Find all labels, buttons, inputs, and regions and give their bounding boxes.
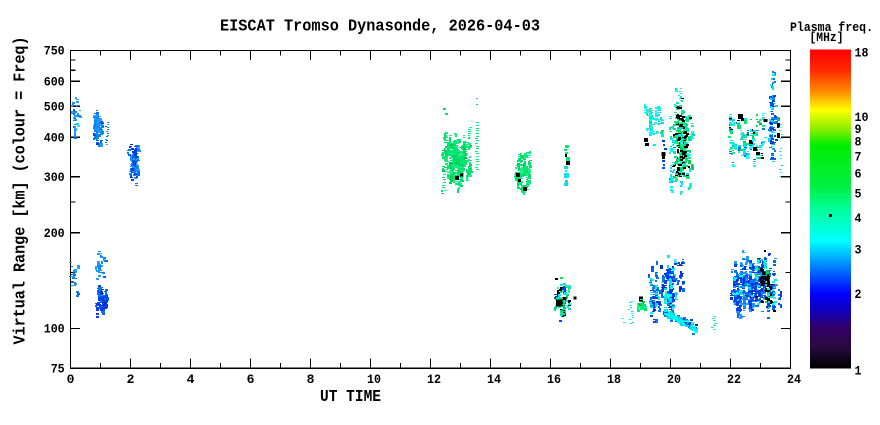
svg-text:4: 4 xyxy=(855,211,862,226)
svg-text:300: 300 xyxy=(44,170,65,185)
svg-text:[MHz]: [MHz] xyxy=(810,30,844,45)
svg-text:100: 100 xyxy=(44,322,65,337)
svg-text:10: 10 xyxy=(855,110,869,125)
svg-text:500: 500 xyxy=(44,100,65,115)
svg-text:18: 18 xyxy=(607,372,621,387)
svg-text:200: 200 xyxy=(44,226,65,241)
svg-text:UT TIME: UT TIME xyxy=(320,388,381,407)
svg-text:7: 7 xyxy=(855,149,862,164)
svg-text:20: 20 xyxy=(667,372,681,387)
svg-text:2: 2 xyxy=(855,287,862,302)
svg-text:10: 10 xyxy=(367,372,381,387)
svg-text:8: 8 xyxy=(307,372,315,387)
svg-text:9: 9 xyxy=(855,122,862,137)
svg-text:75: 75 xyxy=(51,361,65,376)
svg-text:1: 1 xyxy=(855,364,862,379)
svg-text:18: 18 xyxy=(855,46,869,61)
svg-text:600: 600 xyxy=(44,74,65,89)
svg-text:14: 14 xyxy=(487,372,501,387)
svg-text:3: 3 xyxy=(855,243,862,258)
svg-text:2: 2 xyxy=(127,372,135,387)
svg-text:22: 22 xyxy=(727,372,741,387)
svg-text:6: 6 xyxy=(855,166,862,181)
svg-text:EISCAT Tromso Dynasonde, 2026-: EISCAT Tromso Dynasonde, 2026-04-03 xyxy=(220,17,540,36)
svg-text:8: 8 xyxy=(855,135,862,150)
svg-text:Virtual Range [km] (colour = F: Virtual Range [km] (colour = Freq) xyxy=(12,37,31,345)
svg-text:16: 16 xyxy=(547,372,561,387)
svg-text:750: 750 xyxy=(44,44,65,59)
svg-text:5: 5 xyxy=(855,187,862,202)
svg-text:0: 0 xyxy=(67,372,75,387)
svg-text:4: 4 xyxy=(187,372,195,387)
svg-text:400: 400 xyxy=(44,130,65,145)
svg-text:24: 24 xyxy=(787,372,801,387)
svg-text:Plasma freq.: Plasma freq. xyxy=(790,20,873,35)
svg-text:6: 6 xyxy=(247,372,255,387)
svg-text:12: 12 xyxy=(427,372,441,387)
